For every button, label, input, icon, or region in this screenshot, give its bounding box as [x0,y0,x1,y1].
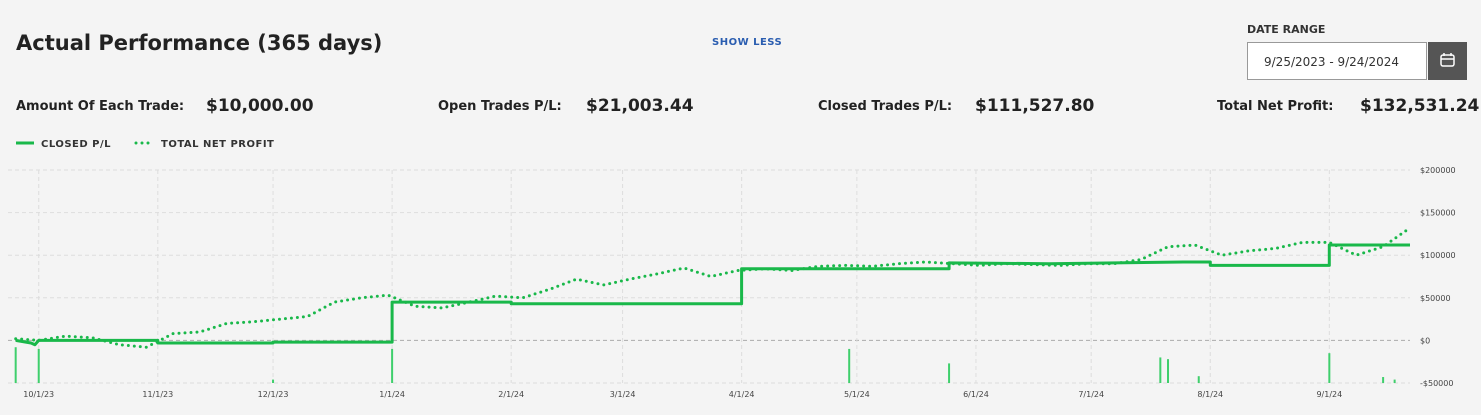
title: Actual Performance (365 days) [16,31,383,55]
bar [948,363,951,383]
stat-label: Open Trades P/L: [438,99,562,114]
bar [848,348,851,383]
bar [1197,376,1200,383]
stat-value: $21,003.44 [586,96,694,116]
chart: CLOSED P/L TOTAL NET PROFIT -$50000 $0 $5000… [8,139,1456,399]
legend-label: CLOSED P/L [41,139,111,150]
total-net-profit-line [14,226,1412,349]
bar [14,347,17,383]
y-tick-label: $200000 [1420,166,1456,175]
bar [1328,353,1331,383]
y-tick-label: -$50000 [1420,379,1453,388]
bar [1393,379,1396,383]
date-range-label: DATE RANGE [1247,23,1326,36]
legend-label: TOTAL NET PROFIT [161,139,274,150]
date-range-input[interactable] [1247,42,1427,80]
bar [1382,377,1385,383]
calendar-button[interactable] [1428,42,1467,80]
stat-label: Closed Trades P/L: [818,99,953,114]
x-tick-label: 1/1/24 [379,390,405,399]
x-tick-label: 9/1/24 [1316,390,1342,399]
x-tick-label: 12/1/23 [258,390,289,399]
bar [1167,359,1170,383]
stat-label: Amount Of Each Trade: [16,99,185,114]
closed-pl-line [15,243,1410,347]
x-tick-label: 3/1/24 [610,390,636,399]
x-tick-label: 10/1/23 [23,390,54,399]
calendar-icon [1440,53,1455,67]
x-tick-label: 5/1/24 [844,390,870,399]
x-tick-label: 8/1/24 [1197,390,1223,399]
y-tick-label: $150000 [1420,209,1456,218]
x-tick-label: 6/1/24 [963,390,989,399]
bar [1159,357,1162,383]
bar [272,379,275,383]
x-tick-label: 11/1/23 [142,390,173,399]
y-tick-label: $100000 [1420,251,1456,260]
date-range-value: 9/25/2023 - 9/24/2024 [1264,55,1400,69]
show-less-toggle[interactable]: SHOW LESS [712,37,783,48]
stat-value: $132,531.24 [1360,96,1480,116]
x-tick-label: 4/1/24 [729,390,755,399]
y-tick-label: $0 [1420,336,1430,345]
y-tick-label: $50000 [1420,294,1451,303]
x-tick-label: 2/1/24 [498,390,524,399]
stat-label: Total Net Profit: [1217,99,1334,114]
stat-value: $10,000.00 [206,96,314,116]
bar [391,348,394,383]
x-tick-label: 7/1/24 [1078,390,1104,399]
bar [37,348,40,383]
stat-value: $111,527.80 [975,96,1095,116]
